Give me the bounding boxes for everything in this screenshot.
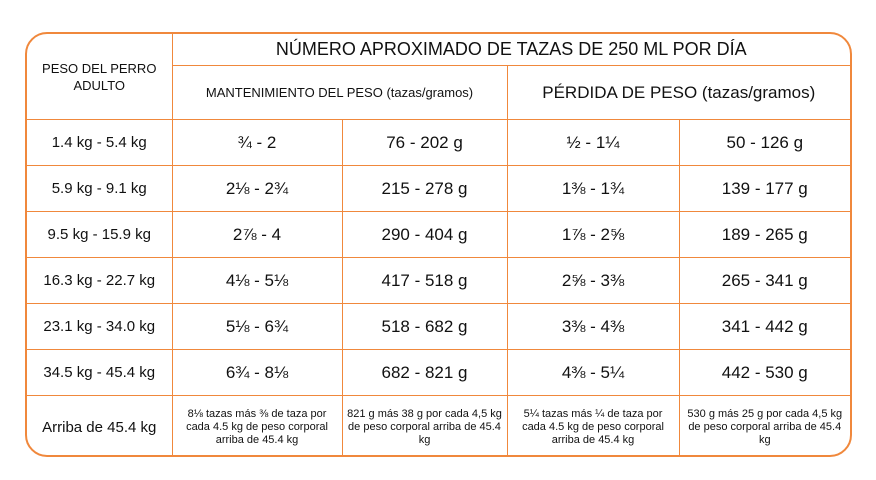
- maintenance-grams: 821 g más 38 g por cada 4,5 kg de peso c…: [341, 395, 508, 455]
- maintenance-grams: 76 - 202 g: [341, 119, 508, 166]
- weight: 5.9 kg - 9.1 kg: [27, 165, 173, 212]
- subheader: MANTENIMIENTO DEL PESO (tazas/gramos): [172, 65, 508, 120]
- maintenance-grams: 290 - 404 g: [341, 211, 508, 258]
- weight: 34.5 kg - 45.4 kg: [27, 349, 173, 396]
- table-frame: PESO DEL PERRO ADULTO NÚMERO APROXIMADO …: [25, 32, 852, 457]
- weight: 9.5 kg - 15.9 kg: [27, 211, 173, 258]
- data-row: 9.5 kg - 15.9 kg 2⅞ - 4 290 - 404 g 1⅞ - 2⅝…: [27, 211, 850, 258]
- weight: 1.4 kg - 5.4 kg: [27, 119, 173, 166]
- loss-grams: 189 - 265 g: [678, 211, 850, 258]
- loss-cups: ½ - 1¼: [506, 119, 680, 166]
- maintenance-grams: 417 - 518 g: [341, 257, 508, 304]
- loss-grams: 139 - 177 g: [678, 165, 850, 212]
- header-row: PESO DEL PERRO ADULTO NÚMERO APROXIMADO …: [27, 34, 850, 120]
- loss-cups: 3⅜ - 4⅜: [506, 303, 680, 350]
- table-body: PESO DEL PERRO ADULTO NÚMERO APROXIMADO …: [27, 34, 850, 455]
- maintenance-cups: 5⅛ - 6¾: [171, 303, 343, 350]
- weight: 23.1 kg - 34.0 kg: [27, 303, 173, 350]
- maintenance-cups: 6¾ - 8⅛: [171, 349, 343, 396]
- loss-grams: 265 - 341 g: [678, 257, 850, 304]
- data-row: 5.9 kg - 9.1 kg 2⅛ - 2¾ 215 - 278 g 1⅜ - 1¾…: [27, 165, 850, 212]
- loss-cups: 4⅜ - 5¼: [506, 349, 680, 396]
- loss-cups: 1⅞ - 2⅝: [506, 211, 680, 258]
- maintenance-cups: 4⅛ - 5⅛: [171, 257, 343, 304]
- loss-grams: 341 - 442 g: [678, 303, 850, 350]
- maintenance-cups: ¾ - 2: [171, 119, 343, 166]
- data-row: 34.5 kg - 45.4 kg 6¾ - 8⅛ 682 - 821 g 4⅜ - …: [27, 349, 850, 396]
- maintenance-grams: 518 - 682 g: [341, 303, 508, 350]
- maintenance-grams: 682 - 821 g: [341, 349, 508, 396]
- loss-grams: 530 g más 25 g por cada 4,5 kg de peso c…: [678, 395, 850, 455]
- subheader-row: MANTENIMIENTO DEL PESO (tazas/gramos) PÉ…: [27, 65, 850, 120]
- loss-cups: 1⅜ - 1¾: [506, 165, 680, 212]
- maintenance-cups: 2⅛ - 2¾: [171, 165, 343, 212]
- weight: Arriba de 45.4 kg: [27, 395, 173, 455]
- data-row: 23.1 kg - 34.0 kg 5⅛ - 6¾ 518 - 682 g 3⅜ - …: [27, 303, 850, 350]
- feeding-table: PESO DEL PERRO ADULTO NÚMERO APROXIMADO …: [27, 34, 850, 455]
- loss-grams: 442 - 530 g: [678, 349, 850, 396]
- maintenance-cups: 8⅛ tazas más ⅜ de taza por cada 4.5 kg d…: [171, 395, 343, 455]
- loss-cups: 5¼ tazas más ¼ de taza por cada 4.5 kg d…: [506, 395, 680, 455]
- data-row: Arriba de 45.4 kg 8⅛ tazas más ⅜ de taza …: [27, 395, 850, 455]
- subheader: PÉRDIDA DE PESO (tazas/gramos): [506, 65, 850, 120]
- data-row: 16.3 kg - 22.7 kg 4⅛ - 5⅛ 417 - 518 g 2⅝ - …: [27, 257, 850, 304]
- maintenance-grams: 215 - 278 g: [341, 165, 508, 212]
- maintenance-cups: 2⅞ - 4: [171, 211, 343, 258]
- loss-grams: 50 - 126 g: [678, 119, 850, 166]
- loss-cups: 2⅝ - 3⅜: [506, 257, 680, 304]
- weight: 16.3 kg - 22.7 kg: [27, 257, 173, 304]
- table-title: NÚMERO APROXIMADO DE TAZAS DE 250 ML POR…: [171, 34, 850, 66]
- row-label-header: PESO DEL PERRO ADULTO: [27, 34, 173, 120]
